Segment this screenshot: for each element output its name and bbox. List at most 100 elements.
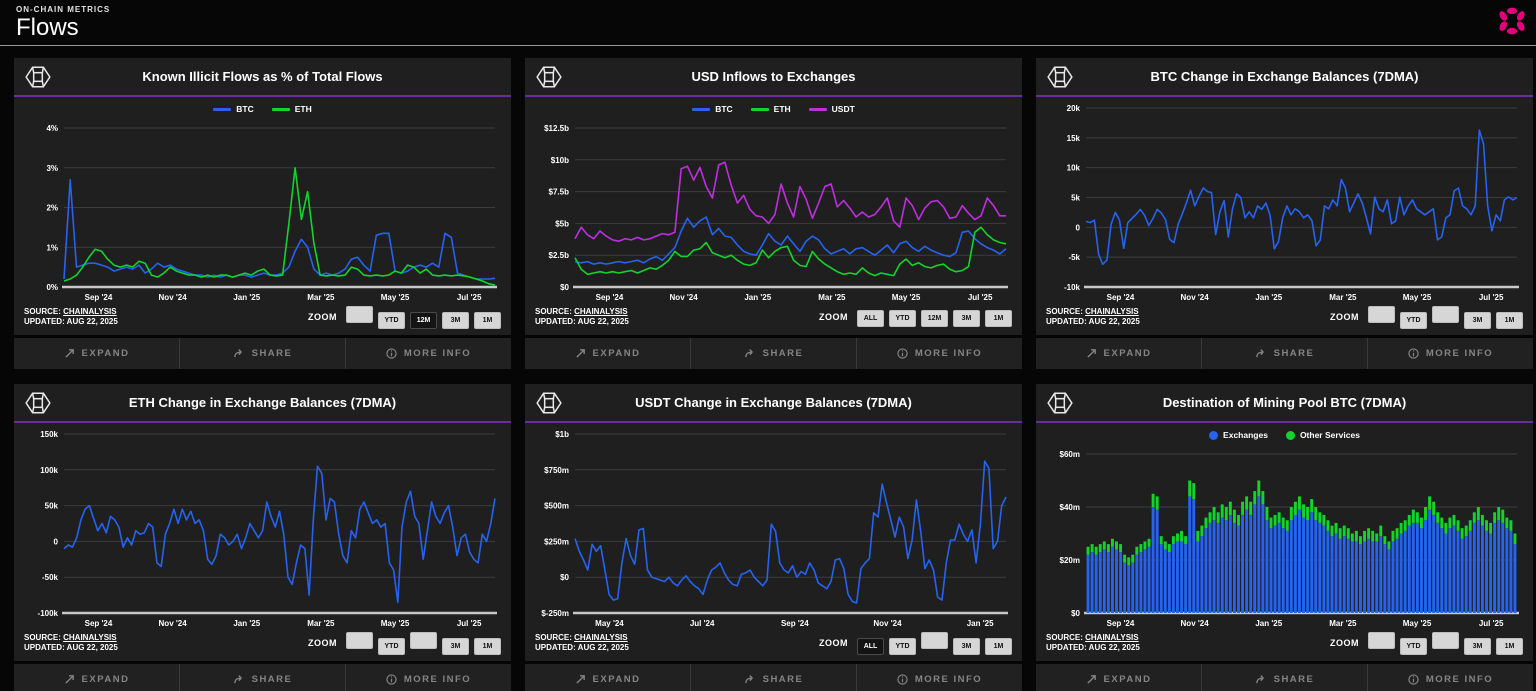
legend-item-eth[interactable]: ETH bbox=[271, 104, 312, 114]
updated-label: UPDATED: AUG 22, 2025 bbox=[535, 317, 629, 326]
share-button[interactable]: SHARE bbox=[1201, 664, 1367, 691]
x-tick-label: Mar '25 bbox=[1329, 619, 1357, 628]
source-link[interactable]: CHAINALYSIS bbox=[1085, 306, 1139, 316]
zoom-controls: ZOOM ALL YTD 3M 1M bbox=[819, 631, 1012, 655]
x-tick-label: Nov '24 bbox=[1181, 619, 1210, 628]
zoom-button-3m[interactable]: 3M bbox=[442, 311, 469, 329]
bar-exchanges bbox=[1253, 504, 1257, 613]
share-button[interactable]: SHARE bbox=[690, 338, 856, 369]
zoom-controls: ZOOM ALL YTD 12M 3M 1M bbox=[819, 307, 1012, 327]
zoom-button-blank[interactable] bbox=[1432, 305, 1459, 323]
zoom-label: ZOOM bbox=[819, 312, 848, 322]
more-info-button[interactable]: MORE INFO bbox=[345, 664, 511, 691]
legend-item-exchanges[interactable]: Exchanges bbox=[1209, 430, 1268, 440]
zoom-button-3m[interactable]: 3M bbox=[1464, 637, 1491, 655]
source-link[interactable]: CHAINALYSIS bbox=[63, 306, 117, 316]
legend-item-btc[interactable]: BTC bbox=[692, 104, 733, 114]
expand-button[interactable]: EXPAND bbox=[1036, 338, 1201, 369]
zoom-button-ytd[interactable]: YTD bbox=[889, 637, 916, 655]
bar-exchanges bbox=[1318, 522, 1322, 613]
zoom-label: ZOOM bbox=[1330, 638, 1359, 648]
bar-exchanges bbox=[1493, 522, 1497, 613]
card-header: Destination of Mining Pool BTC (7DMA) bbox=[1036, 384, 1533, 421]
bar-exchanges bbox=[1184, 544, 1188, 613]
zoom-button-ytd[interactable]: YTD bbox=[378, 311, 405, 329]
zoom-button-1m[interactable]: 1M bbox=[474, 311, 501, 329]
series-line-btc bbox=[574, 216, 1007, 265]
zoom-button-1m[interactable]: 1M bbox=[1496, 637, 1523, 655]
source-link[interactable]: CHAINALYSIS bbox=[63, 632, 117, 642]
expand-button[interactable]: EXPAND bbox=[14, 338, 179, 369]
zoom-button-1m[interactable]: 1M bbox=[985, 637, 1012, 655]
zoom-button-blank[interactable] bbox=[1368, 631, 1395, 649]
x-tick-label: Jan '25 bbox=[233, 293, 260, 302]
zoom-button-3m[interactable]: 3M bbox=[953, 310, 980, 327]
expand-button[interactable]: EXPAND bbox=[525, 664, 690, 691]
bar-exchanges bbox=[1086, 554, 1090, 613]
more-info-button[interactable]: MORE INFO bbox=[1367, 664, 1533, 691]
source-link[interactable]: CHAINALYSIS bbox=[1085, 632, 1139, 642]
zoom-button-blank[interactable] bbox=[921, 631, 948, 649]
bar-other-services bbox=[1212, 507, 1216, 521]
zoom-button-blank[interactable] bbox=[346, 305, 373, 323]
source-link[interactable]: CHAINALYSIS bbox=[574, 306, 628, 316]
zoom-button-3m[interactable]: 3M bbox=[953, 637, 980, 655]
expand-button[interactable]: EXPAND bbox=[14, 664, 179, 691]
zoom-button-1m[interactable]: 1M bbox=[1496, 311, 1523, 329]
more-info-button[interactable]: MORE INFO bbox=[1367, 338, 1533, 369]
bar-other-services bbox=[1342, 525, 1346, 537]
zoom-button-blank[interactable] bbox=[410, 631, 437, 649]
chart-plot: 20k 15k 10k 5k 0 -5k -10k Sep '24 Nov '24 Jan '25… bbox=[1064, 104, 1519, 302]
bar-exchanges bbox=[1415, 522, 1419, 613]
zoom-button-blank[interactable] bbox=[1432, 631, 1459, 649]
x-tick-label: Jul '24 bbox=[690, 619, 715, 628]
more-info-button[interactable]: MORE INFO bbox=[856, 338, 1022, 369]
expand-button[interactable]: EXPAND bbox=[1036, 664, 1201, 691]
zoom-button-ytd[interactable]: YTD bbox=[1400, 637, 1427, 655]
legend-item-eth[interactable]: ETH bbox=[750, 104, 791, 114]
zoom-button-blank[interactable] bbox=[346, 631, 373, 649]
more-info-button[interactable]: MORE INFO bbox=[856, 664, 1022, 691]
hex-cube-logo-icon bbox=[536, 392, 562, 414]
legend-item-btc[interactable]: BTC bbox=[213, 104, 254, 114]
bar-exchanges bbox=[1476, 520, 1480, 613]
bar-other-services bbox=[1102, 541, 1106, 550]
source-attribution: SOURCE: CHAINALYSIS UPDATED: AUG 22, 202… bbox=[535, 307, 629, 328]
zoom-button-all[interactable]: ALL bbox=[857, 637, 884, 655]
bar-exchanges bbox=[1403, 530, 1407, 613]
more-info-button[interactable]: MORE INFO bbox=[345, 338, 511, 369]
zoom-button-1m[interactable]: 1M bbox=[474, 637, 501, 655]
x-tick-label: Sep '24 bbox=[85, 619, 113, 628]
y-tick-label: $10b bbox=[551, 156, 569, 165]
share-button[interactable]: SHARE bbox=[1201, 338, 1367, 369]
zoom-button-blank[interactable] bbox=[1368, 305, 1395, 323]
bar-other-services bbox=[1281, 517, 1285, 529]
zoom-button-3m[interactable]: 3M bbox=[1464, 311, 1491, 329]
zoom-button-12m[interactable]: 12M bbox=[921, 310, 948, 327]
legend-item-usdt[interactable]: USDT bbox=[808, 104, 855, 114]
bar-exchanges bbox=[1289, 520, 1293, 613]
zoom-button-ytd[interactable]: YTD bbox=[889, 310, 916, 327]
expand-button[interactable]: EXPAND bbox=[525, 338, 690, 369]
bar-exchanges bbox=[1273, 525, 1277, 613]
zoom-button-ytd[interactable]: YTD bbox=[1400, 311, 1427, 329]
zoom-button-12m[interactable]: 12M bbox=[410, 311, 437, 329]
expand-icon bbox=[1086, 349, 1096, 358]
source-link[interactable]: CHAINALYSIS bbox=[574, 632, 628, 642]
zoom-button-ytd[interactable]: YTD bbox=[378, 637, 405, 655]
accent-divider bbox=[14, 421, 511, 423]
card-header: BTC Change in Exchange Balances (7DMA) bbox=[1036, 58, 1533, 95]
bar-other-services bbox=[1448, 517, 1452, 529]
share-button[interactable]: SHARE bbox=[179, 338, 345, 369]
share-button[interactable]: SHARE bbox=[690, 664, 856, 691]
bar-other-services bbox=[1424, 507, 1427, 521]
x-tick-label: Sep '24 bbox=[1107, 619, 1135, 628]
share-button[interactable]: SHARE bbox=[179, 664, 345, 691]
zoom-button-all[interactable]: ALL bbox=[857, 310, 884, 327]
legend-item-other-services[interactable]: Other Services bbox=[1285, 430, 1360, 440]
bar-exchanges bbox=[1188, 496, 1192, 613]
charts-grid: Known Illicit Flows as % of Total Flows … bbox=[0, 46, 1536, 691]
bar-exchanges bbox=[1436, 522, 1440, 613]
zoom-button-1m[interactable]: 1M bbox=[985, 310, 1012, 327]
zoom-button-3m[interactable]: 3M bbox=[442, 637, 469, 655]
